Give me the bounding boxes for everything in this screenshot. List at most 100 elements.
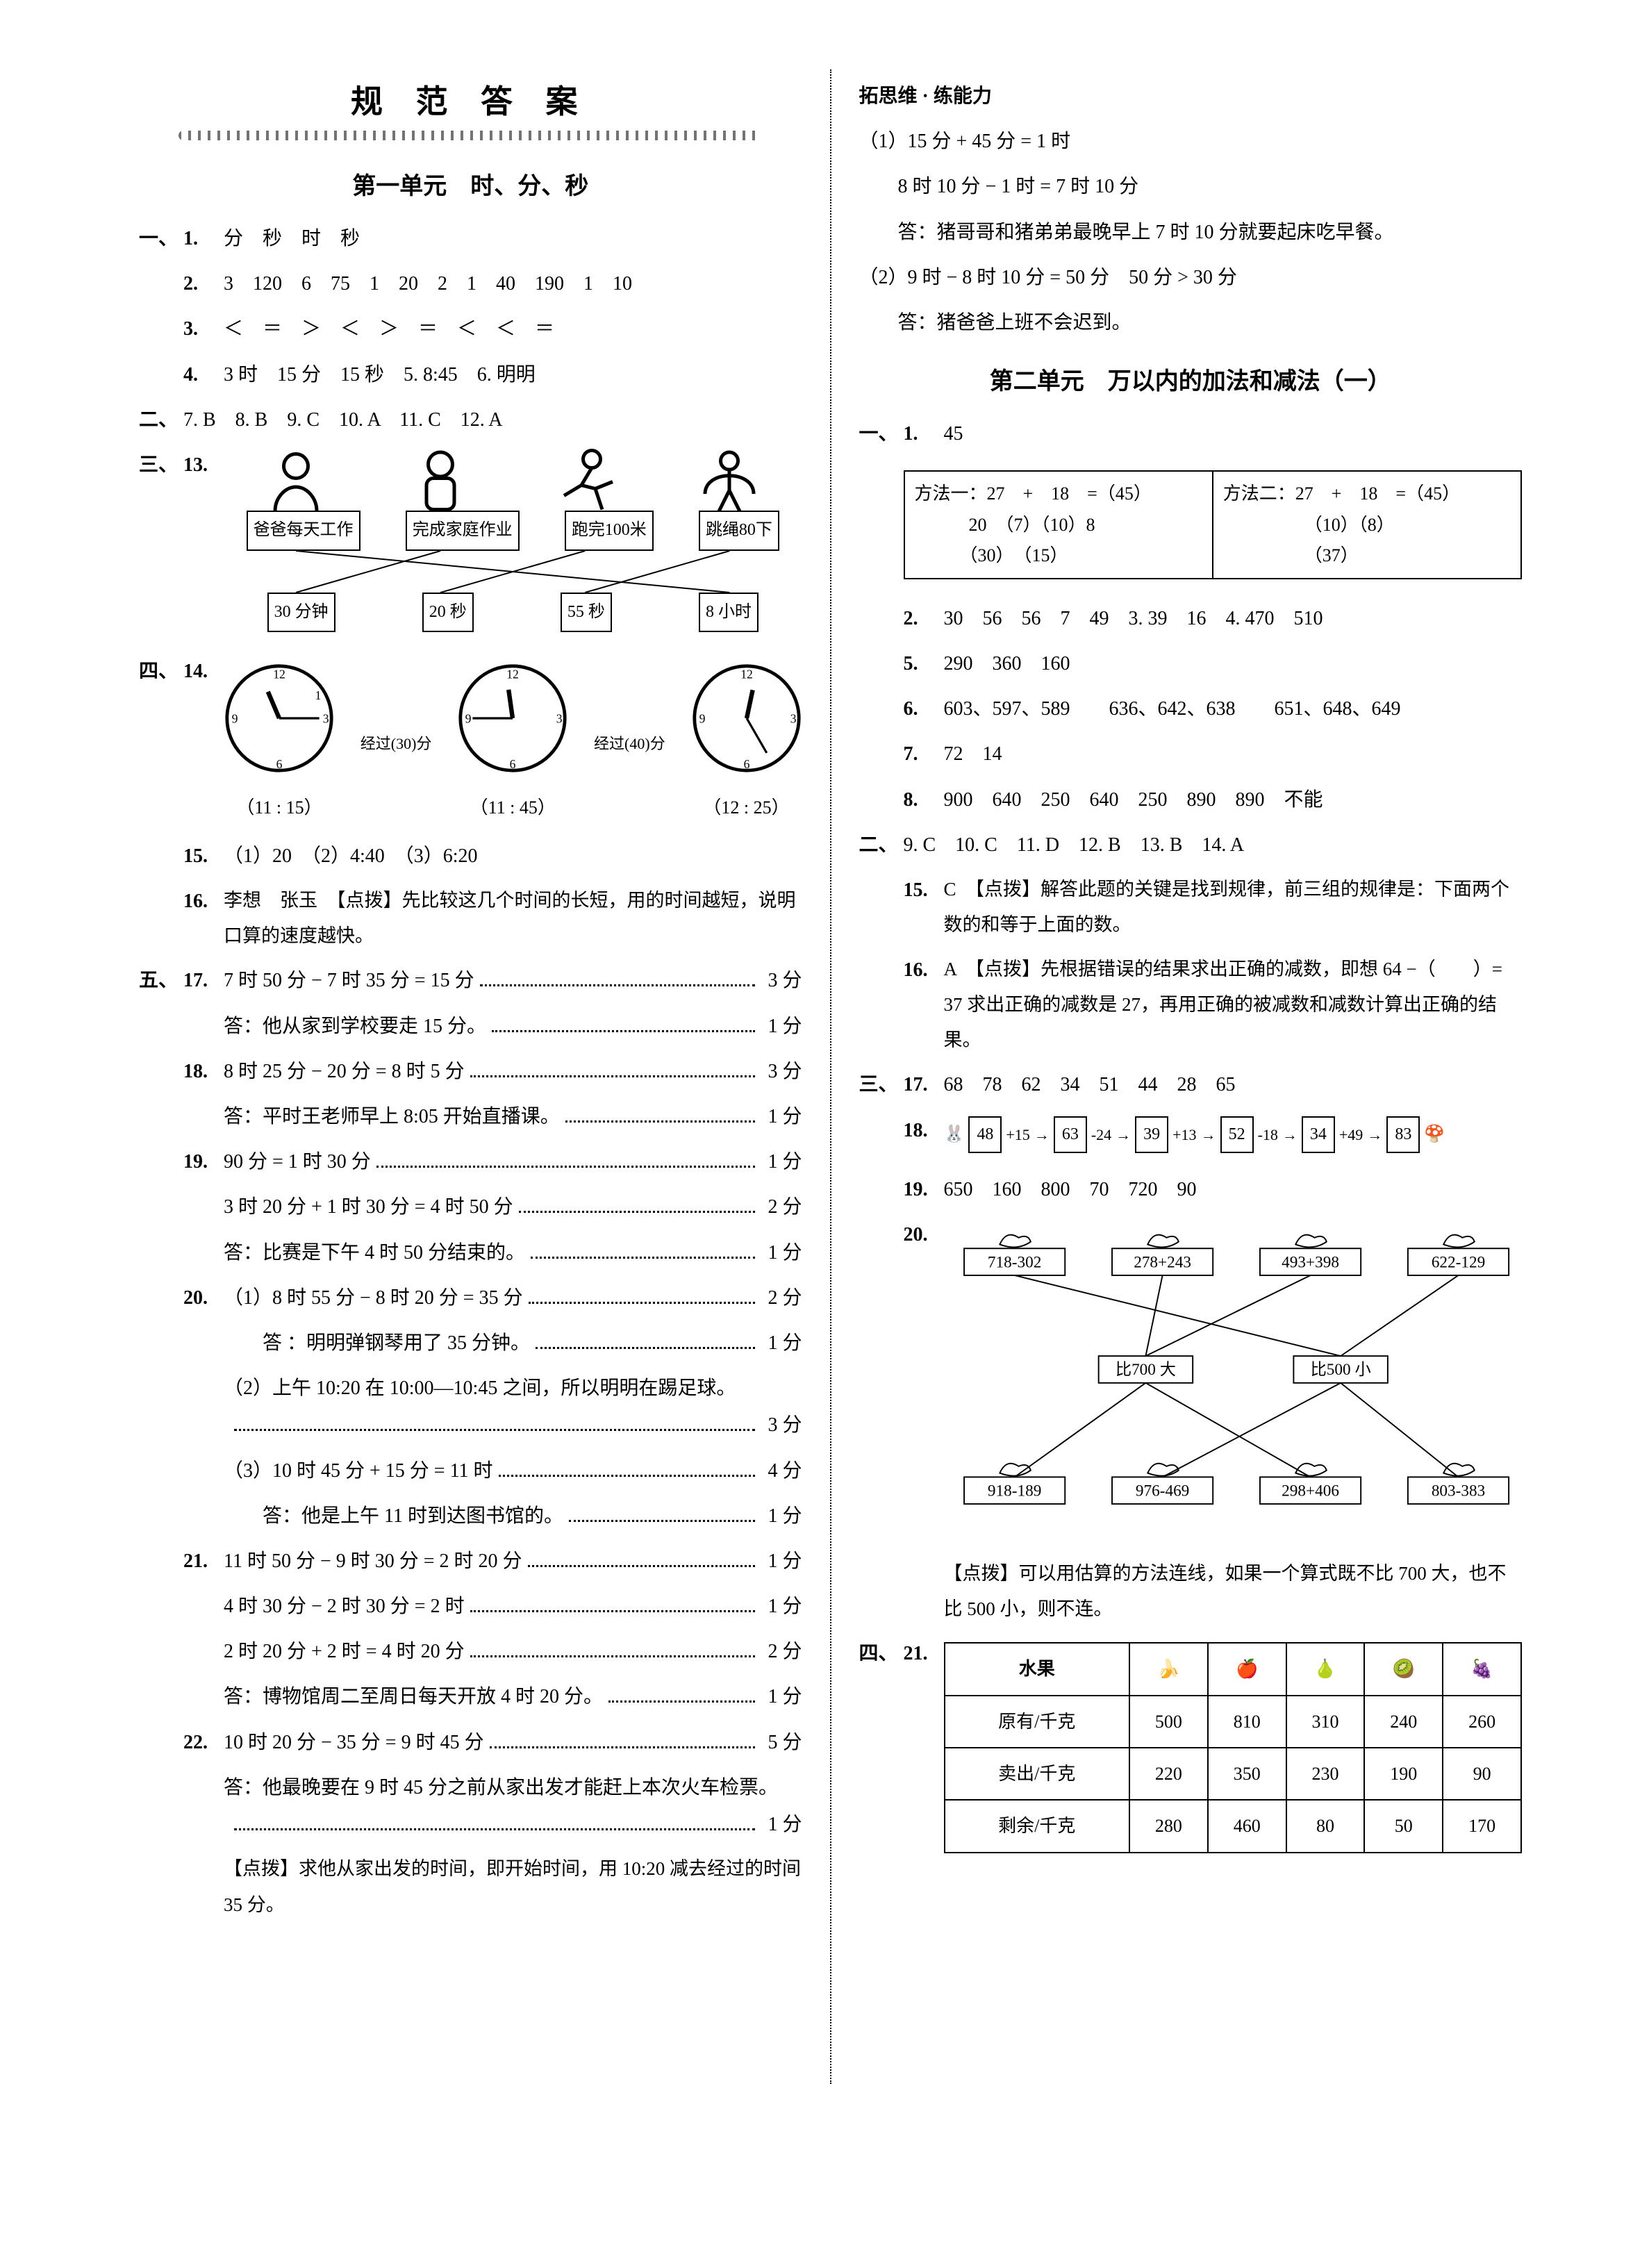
method-line: （10）（8） [1223,510,1511,540]
tuo-title: 拓思维 · 练能力 [859,78,1523,115]
method-line: （37） [1223,540,1511,571]
chain-op: +13 [1172,1120,1196,1150]
svg-text:9: 9 [232,712,238,726]
tuo-line: 答：猪哥哥和猪弟弟最晚早上 7 时 10 分就要起床吃早餐。 [859,214,1523,251]
q-num: 18. [183,1053,224,1090]
dot-leader [531,1241,754,1258]
svg-text:1: 1 [315,688,322,702]
answer-row: （3）10 时 45 分 + 15 分 = 11 时4 分 [139,1452,802,1489]
q-num: 8. [904,781,944,818]
table-cell: 460 [1208,1800,1286,1852]
answer-row: 22.10 时 20 分 − 35 分 = 9 时 45 分5 分 [139,1724,802,1761]
method-box: 方法一：27 + 18 =（45） 20 （7）（10）8 （30） （15） … [904,470,1523,579]
unit2-title: 第二单元 万以内的加法和减法（一） [859,362,1523,396]
column-divider [830,69,831,2084]
section-label-5: 五、 [139,962,183,999]
answer-text: 10 时 20 分 − 35 分 = 9 时 45 分 [224,1724,484,1761]
svg-text:918-189: 918-189 [987,1482,1041,1500]
clock-2: 12369 （11 : 45） [457,663,568,825]
q-num: 1. [904,415,944,452]
svg-text:6: 6 [276,757,283,771]
q-num: 2. [183,265,224,302]
svg-text:718-302: 718-302 [987,1254,1041,1272]
answer-text: 7 时 50 分 − 7 时 35 分 = 15 分 [224,962,474,999]
answer-text: 答：猪哥哥和猪弟弟最晚早上 7 时 10 分就要起床吃早餐。 [859,214,1523,251]
q-num: 18. [904,1112,944,1149]
method-line: （30） （15） [915,540,1202,571]
fruit-table: 水果🍌🍎🍐🥝🍇 原有/千克500810310240260卖出/千克2203502… [944,1642,1523,1853]
tuo-header: 拓思维 · 练能力 [859,78,1523,115]
u2-s2: 二、9. C 10. C 11. D 12. B 13. B 14. A [859,827,1523,863]
arrow-icon: → [1116,1120,1131,1150]
u2-s4-21: 四、 21. 水果🍌🍎🍐🥝🍇 原有/千克500810310240260卖出/千克… [859,1635,1523,1860]
points: 1 分 [761,1678,802,1715]
table-cell: 240 [1364,1696,1443,1748]
section-label: 四、 [859,1635,904,1672]
method-1: 方法一：27 + 18 =（45） 20 （7）（10）8 （30） （15） [905,472,1212,578]
u2-q6: 6.603、597、589 636、642、638 651、648、649 [859,690,1523,727]
points: 2 分 [761,1633,802,1670]
clock-label: （11 : 15） [224,791,335,825]
q13-top-label: 跑完100米 [565,511,654,551]
answer-row: 答 ：明明弹钢琴用了 35 分钟。1 分 [139,1325,802,1361]
row-1-2: 2. 3 120 6 75 1 20 2 1 40 190 1 10 [139,265,802,302]
row-16: 16.李想 张玉 【点拨】先比较这几个时间的长短，用的时间越短，说明口算的速度越… [139,883,802,954]
dot-leader [529,1286,755,1304]
table-row: 卖出/千克22035023019090 [945,1748,1522,1800]
section-label-2: 二、 [139,402,183,438]
answer-row: 答：比赛是下午 4 时 50 分结束的。1 分 [139,1234,802,1271]
q20-diagram: 718-302278+243493+398622-129 比700 大比500 … [944,1216,1523,1627]
answer-text: C 【点拨】解答此题的关键是找到规律，前三组的规律是：下面两个数的和等于上面的数… [944,872,1523,943]
u2-q2: 2.30 56 56 7 49 3. 39 16 4. 470 510 [859,600,1523,637]
points: 1 分 [761,1543,802,1580]
answer-text: 8 时 10 分 − 1 时 = 7 时 10 分 [859,168,1523,205]
tuo-line: 答：猪爸爸上班不会迟到。 [859,304,1523,341]
arrow-label: 经过(40)分 [594,729,665,759]
q-num: 21. [183,1543,224,1580]
section-label-1: 一、 [139,220,183,257]
table-cell: 90 [1443,1748,1521,1800]
svg-text:比500 小: 比500 小 [1310,1361,1370,1380]
points: 5 分 [761,1724,802,1761]
q13-bottom-label: 30 分钟 [267,593,335,633]
answer-text: 3 时 20 分 + 1 时 30 分 = 4 时 50 分 [224,1189,513,1225]
answer-text: 3 120 6 75 1 20 2 1 40 190 1 10 [224,265,802,302]
u2-q8: 8.900 640 250 640 250 890 890 不能 [859,781,1523,818]
tuo-line: （1）15 分 + 45 分 = 1 时 [859,123,1523,160]
answer-text: 68 78 62 34 51 44 28 65 [944,1066,1523,1103]
title-block: 规 范 答 案 [139,76,802,140]
q-num: 17. [183,962,224,999]
unit1-title: 第一单元 时、分、秒 [139,167,802,201]
answer-text: 603、597、589 636、642、638 651、648、649 [944,690,1523,727]
q-num: 20. [183,1280,224,1316]
answer-text: 答：博物馆周二至周日每天开放 4 时 20 分。 [224,1678,603,1715]
table-header: 🥝 [1364,1643,1443,1695]
answer-text: 答：他最晚要在 9 时 45 分之前从家出发才能赶上本次火车检票。 [224,1777,778,1798]
answer-text: （1）8 时 55 分 − 8 时 20 分 = 35 分 [224,1280,523,1316]
mushroom-icon: 🍄 [1424,1119,1445,1151]
dot-leader [519,1195,755,1213]
runner-icon [550,452,620,508]
dot-leader [536,1332,754,1349]
table-cell: 350 [1208,1748,1286,1800]
table-cell: 卖出/千克 [945,1748,1130,1800]
dot-leader [470,1060,755,1077]
row-15: 15.（1）20 （2）4:40 （3）6:20 [139,838,802,875]
chain-value: 48 [968,1116,1002,1154]
tuo-block: （1）15 分 + 45 分 = 1 时 8 时 10 分 − 1 时 = 7 … [859,123,1523,341]
clock-label: （12 : 25） [691,791,802,825]
u2-1-1: 一、 1. 45 [859,415,1523,452]
dot-leader [470,1640,755,1657]
dot-leader [470,1595,755,1612]
q-num: 16. [904,952,944,988]
answer-row: 五、17.7 时 50 分 − 7 时 35 分 = 15 分3 分 [139,962,802,999]
answer-text: 答：他是上午 11 时到达图书馆的。 [224,1498,563,1534]
row-1-4: 4. 3 时 15 分 15 秒 5. 8:45 6. 明明 [139,356,802,393]
dot-leader [492,1014,754,1032]
section-label: 三、 [859,1066,904,1103]
dot-leader [569,1505,755,1522]
jumprope-icon [695,452,764,508]
answer-row: 答：他是上午 11 时到达图书馆的。1 分 [139,1498,802,1534]
table-row: 剩余/千克2804608050170 [945,1800,1522,1852]
table-header: 🍌 [1129,1643,1208,1695]
